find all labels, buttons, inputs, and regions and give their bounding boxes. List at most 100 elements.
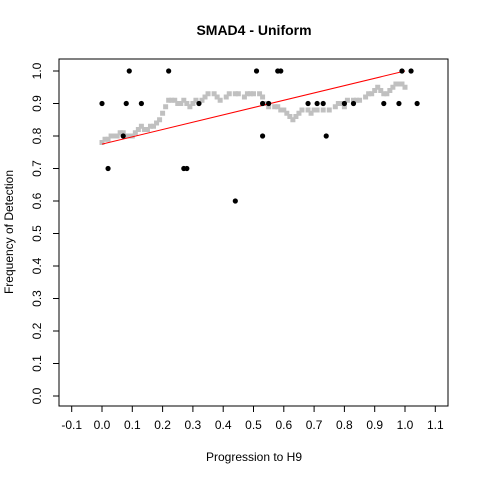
smooth-point xyxy=(363,94,369,100)
smooth-point xyxy=(217,97,223,103)
y-tick-label: 0.0 xyxy=(30,387,44,404)
data-point xyxy=(259,133,266,139)
smooth-point xyxy=(172,97,178,103)
smooth-point xyxy=(241,94,247,100)
data-point xyxy=(184,165,190,172)
smooth-point xyxy=(344,97,350,103)
data-point xyxy=(350,100,357,107)
smooth-point xyxy=(350,97,356,103)
smooth-point xyxy=(151,123,157,129)
smooth-point xyxy=(154,120,160,126)
x-tick-label: 0.9 xyxy=(366,418,383,432)
observed-points-series xyxy=(99,68,420,204)
x-tick-label: 0.7 xyxy=(306,418,323,432)
smooth-point xyxy=(296,110,302,116)
smooth-point xyxy=(387,88,393,93)
data-point xyxy=(320,100,326,107)
smooth-point xyxy=(393,81,399,87)
trend-line-series xyxy=(101,70,406,145)
smooth-point xyxy=(247,91,253,97)
smooth-point xyxy=(378,88,384,93)
x-tick-label: 0.6 xyxy=(275,418,292,432)
smooth-point xyxy=(129,133,135,139)
smooth-point xyxy=(181,97,187,103)
smooth-point xyxy=(138,123,144,129)
smooth-point xyxy=(193,97,199,103)
data-point xyxy=(341,100,347,107)
smooth-point xyxy=(184,101,190,106)
data-point xyxy=(196,100,202,107)
y-tick-label: 0.7 xyxy=(30,160,44,177)
x-axis: -0.1 0.0 0.1 0.2 0.3 0.4 0.5 0.6 0.7 0.8 0.9 1.0 1.1 xyxy=(61,405,444,432)
smooth-point xyxy=(169,97,175,103)
y-tick-label: 0.9 xyxy=(30,95,44,112)
smooth-point xyxy=(384,91,390,97)
smooth-point xyxy=(266,104,272,110)
smooth-series xyxy=(99,81,408,145)
smooth-point xyxy=(263,101,269,106)
data-point xyxy=(408,68,414,74)
smooth-point xyxy=(157,117,163,123)
data-point xyxy=(138,100,144,107)
data-point xyxy=(253,68,260,74)
smooth-point xyxy=(226,91,232,97)
smooth-point xyxy=(396,81,402,87)
chart-title: SMAD4 - Uniform xyxy=(196,22,311,38)
smooth-point xyxy=(366,91,372,97)
smooth-point xyxy=(357,97,363,103)
smooth-point xyxy=(275,104,281,110)
smooth-point xyxy=(326,107,332,113)
y-tick-label: 0.1 xyxy=(30,355,44,372)
smooth-point xyxy=(175,101,181,106)
x-tick-label: 0.3 xyxy=(185,418,202,432)
smooth-point xyxy=(190,101,196,106)
smooth-point xyxy=(284,110,290,116)
smooth-point xyxy=(293,114,299,119)
y-tick-label: 0.5 xyxy=(30,225,44,242)
smooth-point xyxy=(117,130,123,136)
smooth-point xyxy=(223,94,229,100)
smooth-point xyxy=(111,133,117,139)
smooth-point xyxy=(278,107,284,113)
data-point xyxy=(414,100,420,107)
y-axis-label: Frequency of Detection xyxy=(2,170,16,294)
data-point xyxy=(314,100,320,107)
y-tick-label: 0.3 xyxy=(30,290,44,307)
smooth-point xyxy=(202,94,208,100)
x-axis-label: Progression to H9 xyxy=(206,450,302,464)
smooth-point xyxy=(147,123,153,129)
data-point xyxy=(259,100,266,107)
smooth-point xyxy=(287,114,293,119)
smooth-point xyxy=(402,84,408,90)
smooth-point xyxy=(341,104,347,110)
smooth-point xyxy=(244,91,250,97)
smooth-point xyxy=(332,104,338,110)
y-tick-label: 0.6 xyxy=(30,192,44,209)
smooth-point xyxy=(141,127,147,132)
smooth-point xyxy=(338,101,344,106)
x-tick-label: 0.0 xyxy=(94,418,111,432)
y-tick-label: 1.0 xyxy=(30,62,44,79)
data-point xyxy=(266,100,272,107)
data-point xyxy=(232,198,238,204)
smooth-point xyxy=(272,104,278,110)
smooth-point xyxy=(205,91,211,97)
smooth-point xyxy=(199,97,205,103)
smooth-point xyxy=(251,91,256,97)
y-tick-label: 0.4 xyxy=(30,257,44,274)
x-tick-label: 0.2 xyxy=(154,418,171,432)
smooth-point xyxy=(375,84,381,90)
smooth-point xyxy=(299,107,305,113)
smooth-point xyxy=(235,91,241,97)
data-point xyxy=(99,100,105,107)
smooth-point xyxy=(369,91,375,97)
smooth-point xyxy=(320,107,326,113)
smooth-point xyxy=(308,110,314,116)
smooth-point xyxy=(102,136,108,142)
smooth-point xyxy=(132,130,138,136)
data-point xyxy=(381,100,387,107)
smooth-point xyxy=(108,133,114,139)
smooth-point xyxy=(381,91,387,97)
data-point xyxy=(278,68,284,74)
data-point xyxy=(126,68,132,74)
